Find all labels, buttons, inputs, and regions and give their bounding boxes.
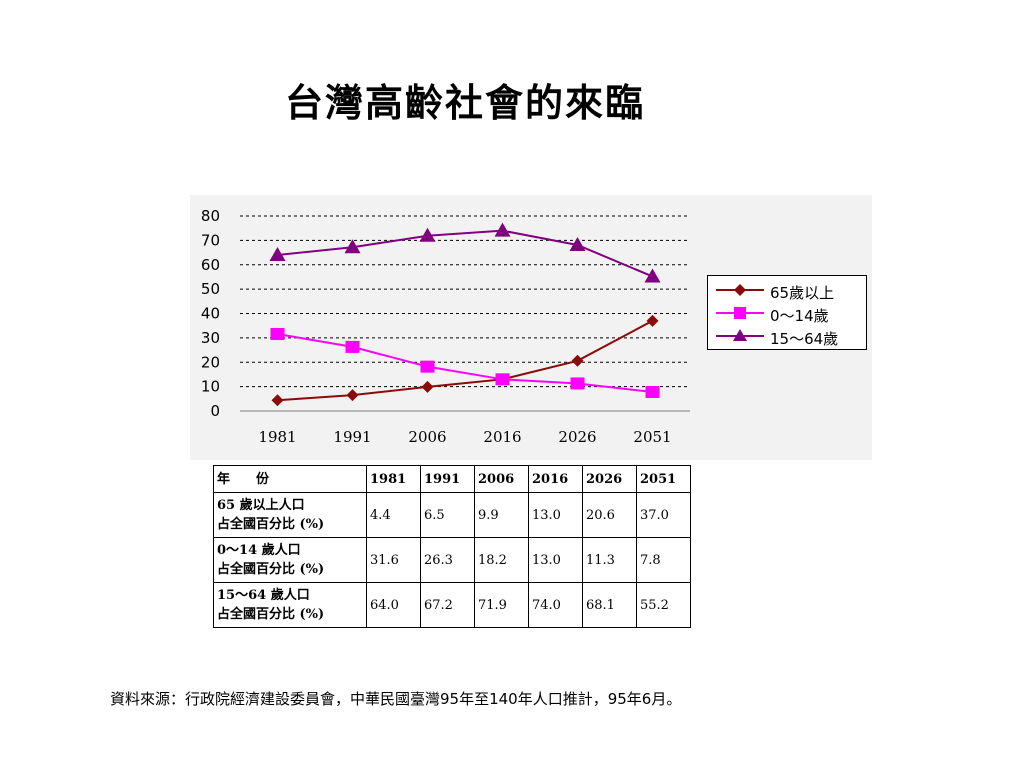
legend-triangle-icon xyxy=(716,329,764,341)
legend-label: 65歲以上 xyxy=(770,284,835,302)
legend-item-65-plus: 65歲以上 xyxy=(708,280,868,302)
y-tick-label: 50 xyxy=(201,280,220,298)
data-point-triangle xyxy=(419,227,436,242)
x-tick-label: 2026 xyxy=(558,428,596,446)
y-tick-label: 70 xyxy=(201,231,220,249)
table-cell: 7.8 xyxy=(636,537,691,583)
table-header-year: 1991 xyxy=(420,465,475,493)
table-row: 15～64 歲人口 占全國百分比 (%) 64.0 67.2 71.9 74.0… xyxy=(213,582,691,628)
table-cell: 18.2 xyxy=(474,537,529,583)
y-tick-label: 60 xyxy=(201,256,220,274)
data-point-diamond xyxy=(346,389,359,402)
legend-item-15-64: 15～64歲 xyxy=(708,326,868,348)
table-header-label: 年 份 xyxy=(213,465,367,493)
table-cell: 6.5 xyxy=(420,492,475,538)
table-header-year: 2026 xyxy=(582,465,637,493)
y-tick-label: 20 xyxy=(201,353,220,371)
table-header-row: 年 份 1981 1991 2006 2016 2026 2051 xyxy=(213,465,691,493)
table-cell: 68.1 xyxy=(582,582,637,628)
table-cell: 9.9 xyxy=(474,492,529,538)
table-cell: 4.4 xyxy=(366,492,421,538)
x-tick-label: 2016 xyxy=(483,428,521,446)
table-header-year: 2051 xyxy=(636,465,691,493)
row-label-line1: 65 歲以上人口 xyxy=(217,498,305,513)
line-chart: 0 10 20 30 40 50 60 70 80 1981 1991 2006 2016 2026 205… xyxy=(190,195,872,460)
table-cell: 13.0 xyxy=(528,537,583,583)
source-note: 資料來源：行政院經濟建設委員會，中華民國臺灣95年至140年人口推計，95年6月… xyxy=(110,690,682,708)
y-tick-label: 0 xyxy=(210,402,220,420)
data-point-square xyxy=(270,327,285,340)
table-cell: 64.0 xyxy=(366,582,421,628)
data-point-square xyxy=(645,385,660,398)
x-tick-label: 2006 xyxy=(408,428,446,446)
data-point-square xyxy=(495,373,510,386)
chart-plot: 0 10 20 30 40 50 60 70 80 1981 1991 2006 2016 2026 205… xyxy=(201,207,690,446)
table-header-year: 2006 xyxy=(474,465,529,493)
population-table: 年 份 1981 1991 2006 2016 2026 2051 65 歲以上… xyxy=(213,465,691,628)
data-point-square xyxy=(420,360,435,373)
x-tick-label: 2051 xyxy=(633,428,671,446)
row-label-line2: 占全國百分比 (%) xyxy=(217,607,325,622)
data-point-diamond xyxy=(571,354,584,367)
legend-label: 0～14歲 xyxy=(770,307,829,325)
row-label-line2: 占全國百分比 (%) xyxy=(217,562,325,577)
legend-item-0-14: 0～14歲 xyxy=(708,303,868,325)
legend-diamond-icon xyxy=(716,284,764,296)
table-header-year: 2016 xyxy=(528,465,583,493)
data-point-diamond xyxy=(421,380,434,393)
table-cell: 26.3 xyxy=(420,537,475,583)
data-point-triangle xyxy=(494,222,511,237)
series-line xyxy=(277,332,653,393)
data-point-diamond xyxy=(271,394,284,407)
row-label-line2: 占全國百分比 (%) xyxy=(217,517,325,532)
x-tick-label: 1991 xyxy=(333,428,371,446)
series-line xyxy=(277,319,653,402)
x-tick-label: 1981 xyxy=(258,428,296,446)
row-label: 15～64 歲人口 占全國百分比 (%) xyxy=(213,582,367,628)
slide-title: 台灣高齡社會的來臨 xyxy=(284,80,645,125)
data-point-triangle xyxy=(269,247,286,261)
table-cell: 55.2 xyxy=(636,582,691,628)
table-cell: 74.0 xyxy=(528,582,583,628)
row-label: 0～14 歲人口 占全國百分比 (%) xyxy=(213,537,367,583)
y-tick-label: 10 xyxy=(201,378,220,396)
table-cell: 20.6 xyxy=(582,492,637,538)
table-cell: 11.3 xyxy=(582,537,637,583)
y-tick-label: 30 xyxy=(201,329,220,347)
data-point-triangle xyxy=(344,239,361,254)
legend-square-icon xyxy=(716,307,764,319)
row-label: 65 歲以上人口 占全國百分比 (%) xyxy=(213,492,367,538)
data-point-triangle xyxy=(644,268,661,283)
chart-legend: 65歲以上 0～14歲 15～64歲 xyxy=(707,275,867,350)
data-point-diamond xyxy=(646,314,659,327)
series-line xyxy=(277,229,653,278)
table-row: 65 歲以上人口 占全國百分比 (%) 4.4 6.5 9.9 13.0 20.… xyxy=(213,492,691,538)
table-header-year: 1981 xyxy=(366,465,421,493)
table-cell: 71.9 xyxy=(474,582,529,628)
row-label-line1: 0～14 歲人口 xyxy=(217,543,301,558)
data-point-square xyxy=(570,377,585,390)
table-row: 0～14 歲人口 占全國百分比 (%) 31.6 26.3 18.2 13.0 … xyxy=(213,537,691,583)
y-tick-label: 80 xyxy=(201,207,220,225)
table-cell: 31.6 xyxy=(366,537,421,583)
row-label-line1: 15～64 歲人口 xyxy=(217,588,310,603)
data-point-triangle xyxy=(569,237,586,252)
legend-label: 15～64歲 xyxy=(770,330,839,348)
data-point-square xyxy=(345,340,360,353)
y-tick-label: 40 xyxy=(201,305,220,323)
table-cell: 67.2 xyxy=(420,582,475,628)
table-cell: 37.0 xyxy=(636,492,691,538)
table-cell: 13.0 xyxy=(528,492,583,538)
